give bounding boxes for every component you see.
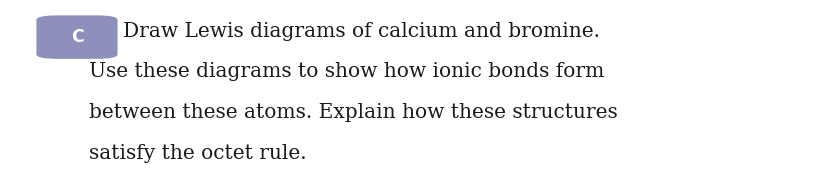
Text: 3.: 3. (58, 22, 81, 44)
Text: Draw Lewis diagrams of calcium and bromine.: Draw Lewis diagrams of calcium and bromi… (122, 22, 599, 41)
Text: C: C (70, 28, 84, 46)
Text: satisfy the octet rule.: satisfy the octet rule. (89, 144, 307, 163)
Text: between these atoms. Explain how these structures: between these atoms. Explain how these s… (89, 103, 618, 122)
Text: Use these diagrams to show how ionic bonds form: Use these diagrams to show how ionic bon… (89, 62, 604, 81)
FancyBboxPatch shape (36, 15, 117, 59)
